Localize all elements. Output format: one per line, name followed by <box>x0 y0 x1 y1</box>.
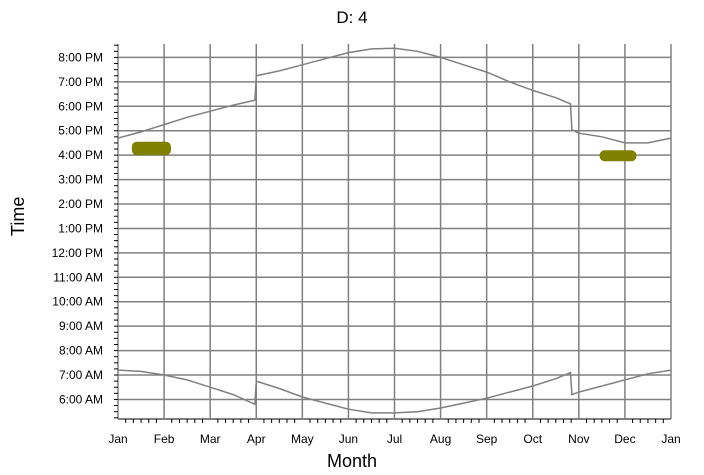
y-tick-label: 11:00 AM <box>53 270 103 284</box>
y-tick-label: 3:00 PM <box>58 173 103 187</box>
x-tick-label: Feb <box>154 432 175 446</box>
sunrise-line <box>117 369 672 414</box>
x-tick-label: Aug <box>430 432 451 446</box>
y-tick-label: 10:00 AM <box>52 295 103 309</box>
y-tick-label: 5:00 PM <box>58 124 103 138</box>
x-tick-label: May <box>291 432 314 446</box>
y-tick-label: 9:00 AM <box>59 319 103 333</box>
x-axis-label: Month <box>326 451 378 471</box>
x-tick-label: Apr <box>247 432 266 446</box>
x-tick-label: Nov <box>568 432 589 446</box>
y-tick-label: 4:00 PM <box>58 148 103 162</box>
x-tick-label: Sep <box>476 432 498 446</box>
sunset-line <box>117 47 672 144</box>
x-tick-label: Jul <box>387 432 402 446</box>
data-blob <box>131 141 171 156</box>
y-tick-label: 7:00 PM <box>58 75 103 89</box>
y-tick-label: 2:00 PM <box>58 197 103 211</box>
x-tick-label: Mar <box>200 432 221 446</box>
y-tick-label: 8:00 AM <box>59 344 103 358</box>
y-tick-label: 6:00 AM <box>59 392 103 406</box>
x-tick-label: Dec <box>614 432 635 446</box>
data-blob <box>599 150 637 162</box>
y-tick-label: 12:00 PM <box>52 246 103 260</box>
y-tick-label: 8:00 PM <box>58 50 103 64</box>
x-tick-label: Jan <box>108 432 127 446</box>
x-tick-label: Oct <box>523 432 542 446</box>
x-tick-label: Jun <box>339 432 358 446</box>
y-tick-label: 7:00 AM <box>59 368 103 382</box>
y-tick-label: 1:00 PM <box>58 221 103 235</box>
chart-title: D: 4 <box>336 8 368 27</box>
x-tick-label: Jan <box>661 432 680 446</box>
y-tick-label: 6:00 PM <box>58 99 103 113</box>
